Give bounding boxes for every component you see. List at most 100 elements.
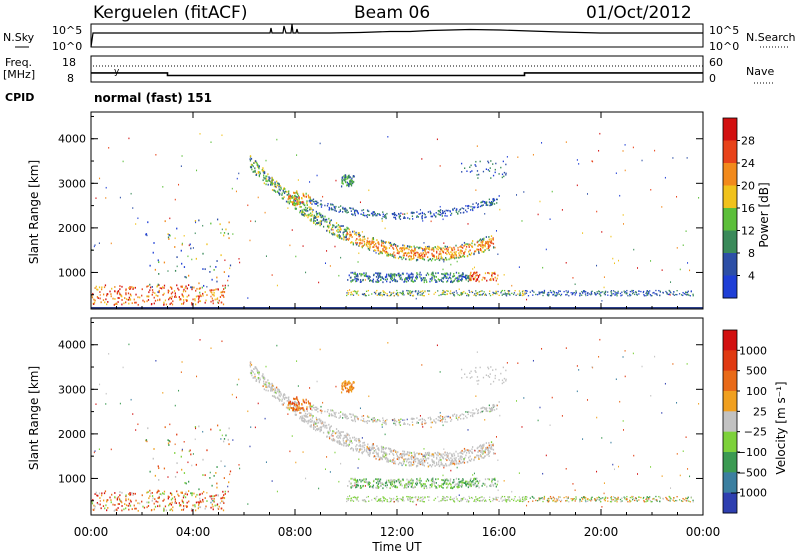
power-cell bbox=[560, 293, 563, 296]
power-cell bbox=[402, 292, 405, 294]
power-cell bbox=[354, 277, 356, 280]
power-cell bbox=[445, 252, 447, 254]
power-cell bbox=[403, 216, 405, 218]
power-cell bbox=[536, 294, 539, 296]
velocity-cell bbox=[373, 419, 375, 422]
power-cell bbox=[407, 290, 409, 292]
power-cell bbox=[252, 171, 254, 173]
power-cell bbox=[350, 271, 352, 274]
power-cell bbox=[263, 169, 265, 172]
velocity-cell bbox=[212, 495, 214, 498]
velocity-cell bbox=[211, 484, 213, 487]
power-cell bbox=[236, 177, 238, 180]
velocity-cell bbox=[408, 479, 410, 482]
velocity-cell bbox=[473, 484, 475, 487]
power-cell bbox=[539, 292, 541, 295]
power-cell bbox=[425, 216, 427, 218]
velocity-cell bbox=[338, 412, 340, 414]
velocity-cell bbox=[435, 481, 437, 484]
velocity-cell bbox=[328, 437, 331, 440]
velocity-cell bbox=[163, 493, 165, 495]
power-cell bbox=[346, 209, 348, 212]
power-cell bbox=[109, 290, 111, 293]
power-cell bbox=[306, 202, 308, 205]
velocity-cell bbox=[220, 460, 222, 463]
power-cell bbox=[389, 253, 392, 256]
velocity-cell bbox=[288, 408, 291, 411]
velocity-cell bbox=[471, 451, 473, 454]
power-cell bbox=[392, 292, 394, 294]
power-cell bbox=[346, 294, 348, 297]
power-cell bbox=[312, 220, 315, 223]
power-cell bbox=[391, 276, 393, 279]
power-cell bbox=[129, 288, 131, 290]
velocity-cell bbox=[383, 452, 385, 455]
power-cell bbox=[429, 280, 431, 283]
velocity-cell bbox=[152, 497, 154, 500]
power-cell bbox=[632, 292, 634, 295]
velocity-cell bbox=[484, 482, 486, 485]
velocity-cell bbox=[262, 385, 264, 388]
power-cell bbox=[592, 160, 594, 163]
power-cell bbox=[343, 175, 345, 178]
power-cell bbox=[210, 300, 212, 303]
velocity-cell bbox=[421, 454, 424, 456]
power-cell bbox=[358, 233, 360, 236]
power-cell bbox=[479, 243, 481, 246]
power-cell bbox=[359, 234, 361, 237]
velocity-cell bbox=[330, 413, 333, 415]
velocity-cell bbox=[209, 495, 211, 498]
power-cell bbox=[492, 237, 494, 240]
power-cell bbox=[371, 241, 373, 244]
velocity-cell bbox=[478, 481, 480, 483]
velocity-cell bbox=[119, 491, 121, 493]
velocity-cell bbox=[252, 371, 254, 374]
power-cell bbox=[310, 212, 312, 215]
power-cell bbox=[459, 250, 461, 253]
station-title: Kerguelen (fitACF) bbox=[93, 3, 247, 23]
velocity-cell bbox=[446, 421, 448, 423]
velocity-cell bbox=[132, 492, 135, 495]
velocity-cell bbox=[191, 508, 193, 510]
velocity-cell bbox=[413, 454, 416, 456]
power-cell bbox=[367, 289, 369, 292]
power-cell bbox=[668, 293, 671, 295]
power-cell bbox=[192, 247, 194, 249]
power-cell bbox=[672, 157, 674, 159]
velocity-cell bbox=[431, 453, 433, 456]
velocity-cell bbox=[446, 451, 448, 454]
velocity-cell bbox=[402, 460, 404, 463]
power-cell bbox=[460, 249, 462, 252]
power-cell bbox=[408, 218, 411, 220]
power-cell bbox=[364, 294, 367, 297]
velocity-cell bbox=[196, 493, 198, 496]
velocity-cell bbox=[610, 501, 613, 503]
velocity-cell bbox=[174, 498, 176, 501]
velocity-cell bbox=[342, 437, 344, 440]
power-cell bbox=[324, 220, 326, 223]
velocity-cell bbox=[288, 396, 290, 399]
velocity-cell bbox=[419, 481, 421, 484]
power-cell bbox=[539, 200, 541, 203]
velocity-cell bbox=[459, 452, 461, 454]
power-cell bbox=[405, 247, 407, 250]
power-cell bbox=[421, 257, 423, 260]
velocity-cell bbox=[488, 444, 490, 447]
velocity-cell bbox=[508, 496, 511, 498]
power-cell bbox=[682, 291, 684, 294]
power-cell bbox=[368, 275, 370, 278]
velocity-cell bbox=[337, 437, 339, 439]
power-cell bbox=[164, 299, 167, 302]
power-cell bbox=[401, 250, 403, 253]
velocity-cell bbox=[176, 462, 178, 465]
velocity-cell bbox=[114, 509, 116, 512]
velocity-cell bbox=[362, 415, 365, 417]
power-cell bbox=[362, 209, 365, 211]
power-cell bbox=[469, 244, 471, 246]
velocity-cell bbox=[158, 467, 160, 470]
velocity-cell bbox=[149, 492, 152, 495]
power-cell bbox=[550, 291, 552, 293]
velocity-cell bbox=[474, 412, 476, 414]
velocity-cell bbox=[250, 369, 253, 372]
